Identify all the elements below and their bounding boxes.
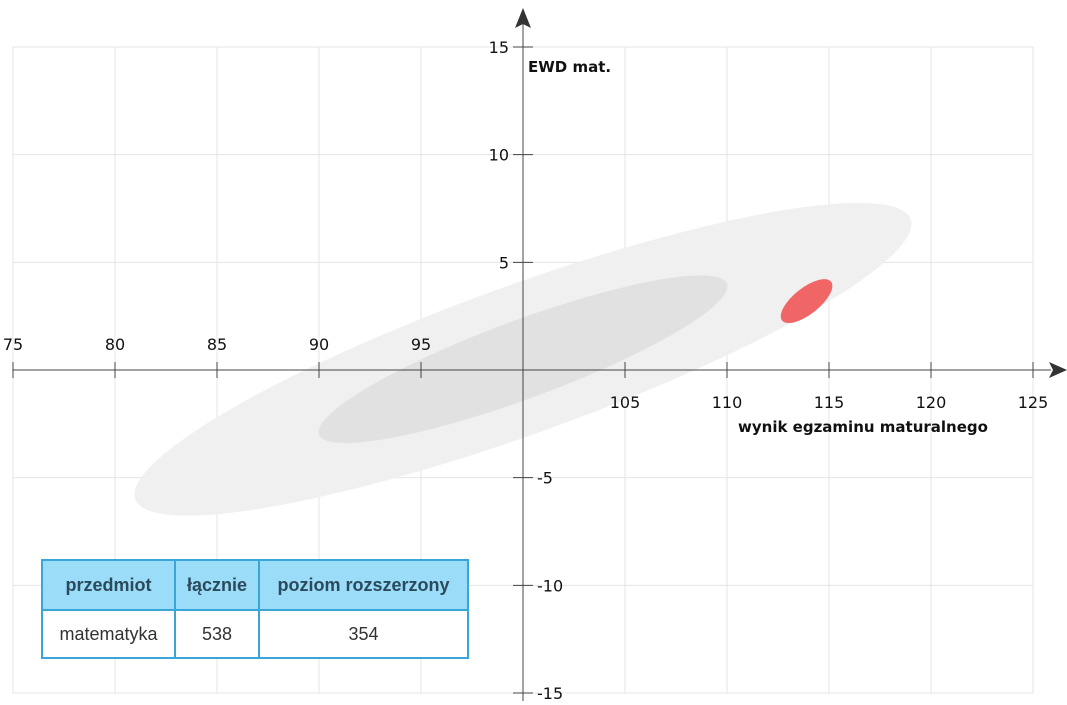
header-extended-level: poziom rozszerzony: [258, 559, 469, 611]
results-table: przedmiot łącznie poziom rozszerzony mat…: [41, 559, 469, 659]
axes: [12, 8, 1067, 701]
x-tick-label: 120: [916, 393, 947, 412]
cell-subject: matematyka: [41, 609, 176, 659]
table-row: matematyka 538 354: [41, 609, 469, 659]
x-tick-label: 80: [105, 335, 125, 354]
x-tick-label: 125: [1018, 393, 1049, 412]
x-tick-label: 95: [411, 335, 431, 354]
y-tick-label: 15: [489, 38, 509, 57]
y-tick-label: 10: [489, 146, 509, 165]
x-tick-label: 75: [3, 335, 23, 354]
x-axis-title: wynik egzaminu maturalnego: [738, 418, 988, 436]
y-tick-label: -10: [537, 576, 563, 595]
x-tick-label: 90: [309, 335, 329, 354]
y-tick-label: 5: [499, 253, 509, 272]
y-tick-label: -15: [537, 684, 563, 703]
x-axis-arrow: [1049, 362, 1067, 378]
table-header-row: przedmiot łącznie poziom rozszerzony: [41, 559, 469, 611]
y-axis-title: EWD mat.: [528, 58, 611, 76]
x-tick-label: 115: [814, 393, 845, 412]
x-tick-label: 110: [712, 393, 743, 412]
y-axis-arrow: [515, 8, 531, 28]
cell-extended-level: 354: [258, 609, 469, 659]
header-subject: przedmiot: [41, 559, 176, 611]
cell-total: 538: [174, 609, 260, 659]
ellipse-2: [780, 279, 833, 324]
x-tick-label: 105: [610, 393, 641, 412]
header-total: łącznie: [174, 559, 260, 611]
x-tick-label: 85: [207, 335, 227, 354]
y-tick-label: -5: [537, 469, 553, 488]
